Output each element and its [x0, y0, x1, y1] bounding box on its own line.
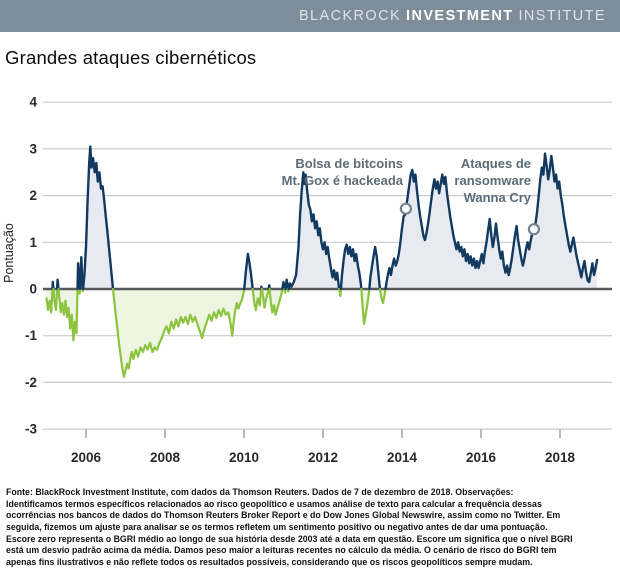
source-note-line: ocorrências nos bancos de dados do Thoms…: [6, 510, 561, 521]
annotation-wannacry-line2: ransomware: [454, 173, 531, 188]
source-note-line: apenas fins ilustrativos e não reflete t…: [6, 556, 533, 567]
positive-series-line: [78, 256, 84, 291]
y-tick-label: 0: [29, 282, 37, 297]
x-tick-label: 2012: [308, 450, 338, 465]
source-note-line: está um desvio padrão acima da média. Da…: [6, 545, 557, 556]
brand-part-blackrock: BLACKROCK: [298, 8, 402, 24]
positive-series-line: [339, 243, 363, 291]
annotation-mtgox-line2: Mt. Gox é hackeada: [282, 173, 404, 188]
negative-series-line: [378, 287, 387, 305]
y-axis-title: Pontuação: [2, 223, 16, 283]
annotation-wannacry-line3: Wanna Cry: [464, 190, 532, 205]
negative-series-line: [57, 287, 79, 342]
negative-area-fill: [113, 289, 245, 377]
source-note-line: Fonte: BlackRock Investment Institute, c…: [6, 487, 514, 497]
negative-series-line: [338, 287, 342, 298]
brand-part-investment: INVESTMENT: [406, 8, 514, 24]
header-bar: BLACKROCK INVESTMENT INSTITUTE: [0, 0, 620, 32]
positive-series-line: [368, 245, 382, 291]
x-tick-label: 2018: [545, 450, 576, 465]
brand-part-institute: INSTITUTE: [518, 8, 606, 24]
event-marker: [527, 223, 541, 236]
event-marker: [399, 202, 412, 215]
y-tick-label: 3: [29, 141, 37, 156]
y-tick-label: 4: [29, 95, 37, 110]
x-tick-label: 2010: [229, 450, 259, 465]
x-tick-label: 2014: [387, 450, 418, 465]
annotation-mtgox-line1: Bolsa de bitcoins: [295, 156, 403, 171]
source-note-line: Escore zero representa o BGRI médio ao l…: [6, 533, 573, 544]
negative-series-line: [360, 287, 371, 326]
event-markers: [399, 202, 541, 236]
negative-series-line: [251, 287, 263, 312]
positive-series-line: [267, 284, 271, 291]
x-axis-ticks: [85, 429, 561, 438]
positive-series-line: [284, 278, 290, 291]
source-note: Fonte: BlackRock Investment Institute, c…: [6, 487, 614, 569]
positive-series-line: [51, 280, 55, 291]
negative-series-line: [260, 287, 270, 309]
y-tick-label: -2: [25, 375, 37, 390]
positive-series-line: [281, 280, 286, 291]
x-tick-label: 2008: [150, 450, 181, 465]
negative-series-line: [283, 287, 287, 294]
positive-series-line: [287, 171, 341, 291]
y-tick-label: -1: [25, 328, 37, 343]
positive-series-line: [384, 152, 599, 291]
negative-series-line: [268, 287, 284, 316]
x-tick-label: 2006: [71, 450, 102, 465]
positive-area-fill: [83, 146, 113, 289]
y-tick-label: 2: [29, 188, 37, 203]
y-tick-label: 1: [29, 235, 37, 250]
positive-area-fill: [369, 247, 380, 289]
series-lines: [45, 145, 599, 378]
negative-series-line: [78, 287, 81, 295]
blackrock-investment-institute-logo: BLACKROCK INVESTMENT INSTITUTE: [299, 8, 606, 24]
annotation-wannacry-line1: Ataques de: [461, 156, 531, 171]
source-note-line: Identificamos termos específicos relacio…: [6, 498, 542, 509]
negative-series-line: [52, 287, 59, 312]
y-tick-label: -3: [25, 422, 37, 437]
positive-series-line: [243, 252, 254, 291]
page-title: Grandes ataques cibernéticos: [5, 47, 257, 68]
positive-series-line: [76, 262, 81, 291]
positive-series-line: [81, 145, 115, 291]
source-note-line: seguida, fizemos um ajuste para analisar…: [6, 521, 548, 532]
negative-series-line: [45, 287, 54, 314]
positive-series-line: [55, 278, 60, 291]
x-tick-label: 2016: [466, 450, 497, 465]
positive-area-fill: [385, 153, 598, 289]
negative-series-line: [111, 287, 246, 378]
